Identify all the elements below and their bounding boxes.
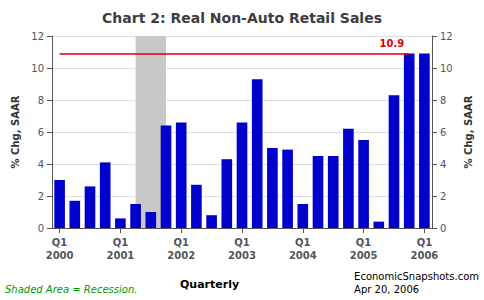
svg-text:2003: 2003 xyxy=(228,250,256,261)
svg-text:0: 0 xyxy=(38,223,44,234)
svg-text:% Chg, SAAR: % Chg, SAAR xyxy=(10,95,21,168)
svg-text:2000: 2000 xyxy=(46,250,74,261)
svg-text:Q1: Q1 xyxy=(234,237,250,248)
svg-text:Q1: Q1 xyxy=(417,237,433,248)
svg-text:2002: 2002 xyxy=(167,250,195,261)
svg-text:2001: 2001 xyxy=(106,250,134,261)
svg-text:Chart 2: Real Non-Auto Retail: Chart 2: Real Non-Auto Retail Sales xyxy=(102,10,382,26)
svg-text:Shaded Area = Recession.: Shaded Area = Recession. xyxy=(5,284,137,295)
svg-text:EconomicSnapshots.com: EconomicSnapshots.com xyxy=(354,271,479,282)
svg-text:2: 2 xyxy=(440,191,446,202)
svg-text:2005: 2005 xyxy=(350,250,378,261)
svg-text:4: 4 xyxy=(440,159,446,170)
svg-text:4: 4 xyxy=(38,159,44,170)
svg-text:Apr 20, 2006: Apr 20, 2006 xyxy=(354,284,419,295)
svg-text:8: 8 xyxy=(38,95,44,106)
svg-text:Q1: Q1 xyxy=(295,237,311,248)
svg-text:10.9: 10.9 xyxy=(380,38,405,49)
svg-text:2: 2 xyxy=(38,191,44,202)
svg-text:0: 0 xyxy=(440,223,446,234)
svg-text:12: 12 xyxy=(31,31,44,42)
svg-text:% Chg, SAAR: % Chg, SAAR xyxy=(463,95,474,168)
svg-text:2006: 2006 xyxy=(410,250,438,261)
svg-text:12: 12 xyxy=(440,31,453,42)
svg-text:2004: 2004 xyxy=(289,250,317,261)
svg-text:6: 6 xyxy=(38,127,44,138)
svg-text:Q1: Q1 xyxy=(52,237,68,248)
svg-text:6: 6 xyxy=(440,127,446,138)
svg-text:10: 10 xyxy=(440,63,453,74)
svg-text:10: 10 xyxy=(31,63,44,74)
svg-text:Q1: Q1 xyxy=(173,237,189,248)
svg-text:8: 8 xyxy=(440,95,446,106)
svg-text:Q1: Q1 xyxy=(113,237,129,248)
svg-text:Q1: Q1 xyxy=(356,237,372,248)
svg-text:Quarterly: Quarterly xyxy=(180,278,239,291)
